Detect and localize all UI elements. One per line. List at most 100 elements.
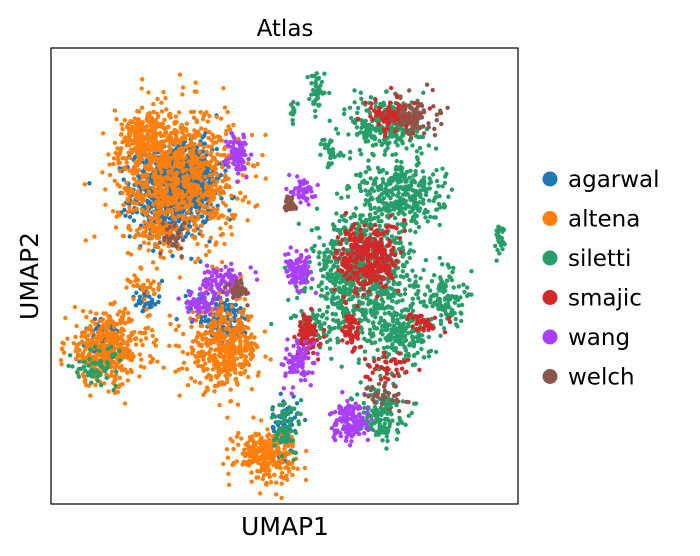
point [226,471,231,476]
point [191,115,197,120]
point [83,347,88,352]
point [408,197,413,203]
point [137,294,143,299]
point [71,341,77,346]
point [125,198,130,204]
point [354,172,359,178]
point [271,426,276,431]
point [449,187,455,192]
point [168,140,173,145]
point [198,172,203,177]
point [243,324,248,330]
point [215,134,221,139]
point [206,162,211,168]
point [223,221,229,226]
point [166,134,172,139]
point [132,336,138,342]
point [137,246,142,251]
point [217,138,222,143]
point [335,131,341,136]
point [286,297,291,303]
point [125,339,130,344]
point [321,274,326,279]
point [207,113,212,119]
point [423,192,429,198]
point [290,444,295,449]
point [309,285,314,291]
point [381,291,387,297]
point [134,206,139,212]
point [192,135,197,140]
point [156,195,161,201]
point [246,318,251,323]
cluster-altena-0 [82,72,268,280]
point [235,196,240,201]
point [188,139,194,145]
point [219,164,225,170]
point [128,252,134,257]
point [208,377,213,382]
point [82,182,88,187]
point [127,335,132,340]
point [122,156,127,161]
point [372,205,377,211]
point [414,149,420,154]
point [219,381,225,387]
point [419,151,424,156]
point [358,188,364,194]
point [302,465,308,471]
point [377,194,382,199]
point [175,157,181,162]
point [367,212,373,217]
point [223,365,228,370]
point [61,341,67,346]
point [137,330,143,335]
point [253,174,259,179]
point [404,260,409,265]
point [72,304,78,310]
point [357,147,362,153]
point [115,182,120,187]
point [150,130,156,136]
point [115,146,120,151]
point [190,148,196,153]
point [138,364,143,369]
point [134,283,140,288]
point [152,302,158,307]
point [161,193,167,198]
point [384,189,389,195]
point [204,385,210,390]
point [386,204,392,209]
point [245,161,251,166]
point [334,211,339,216]
point [225,415,230,420]
point [189,345,194,350]
point [173,114,178,119]
point [255,161,260,167]
point [218,233,224,238]
point [267,474,273,479]
point [379,212,385,217]
point [357,216,363,222]
point [378,315,384,321]
point [233,376,239,381]
point [150,260,156,265]
point [330,311,335,317]
point [140,77,145,82]
point [339,195,344,200]
point [373,282,378,288]
point [423,215,428,220]
point [376,187,381,193]
point [325,304,331,310]
point [437,255,442,261]
point [159,183,164,188]
point [217,192,223,197]
point [252,341,257,346]
point [355,105,361,111]
point [147,138,152,143]
point [192,197,197,203]
point [413,279,418,284]
point [134,276,139,281]
point [175,138,180,143]
point [317,250,322,255]
